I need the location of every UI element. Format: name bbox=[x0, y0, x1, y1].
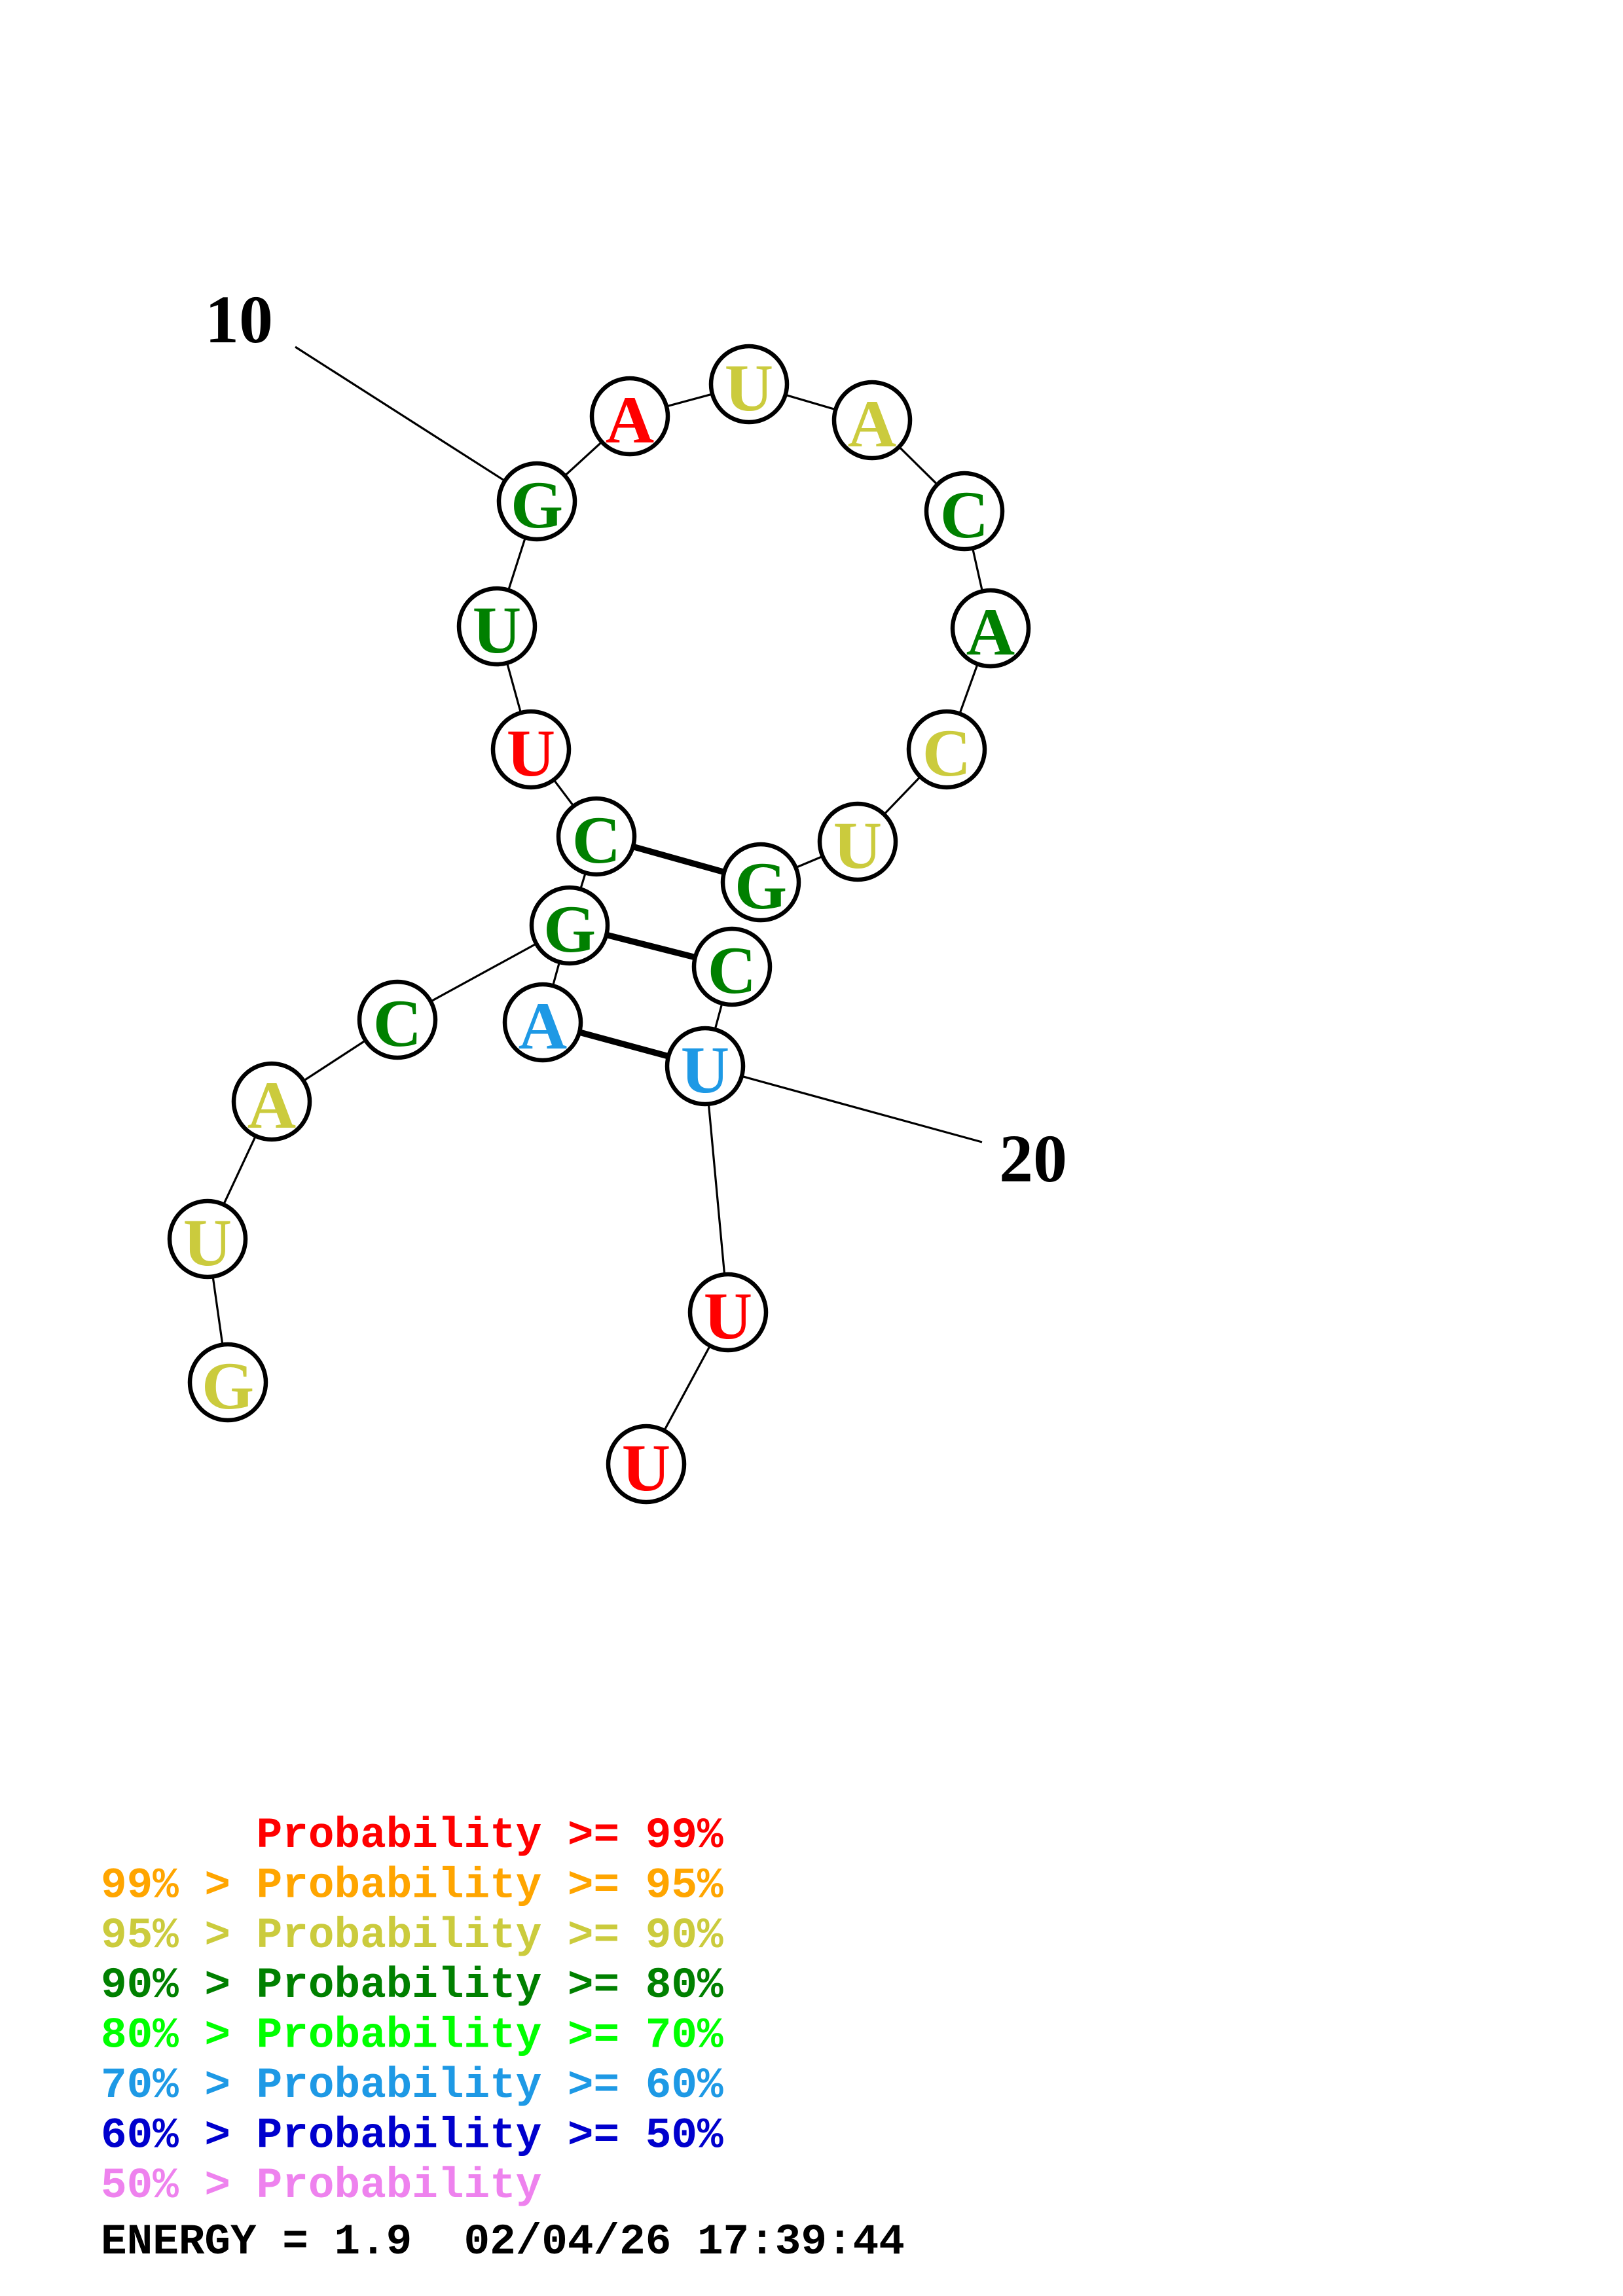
svg-text:A: A bbox=[247, 1068, 296, 1143]
svg-text:95% > Probability >= 90%: 95% > Probability >= 90% bbox=[101, 1911, 723, 1960]
svg-text:A: A bbox=[519, 989, 567, 1064]
svg-text:ENERGY = 1.9 02/04/26 17:39:4: ENERGY = 1.9 02/04/26 17:39:44 bbox=[101, 2217, 905, 2267]
svg-text:C: C bbox=[572, 803, 621, 878]
svg-text:A: A bbox=[848, 387, 896, 461]
svg-text:U: U bbox=[725, 351, 773, 425]
svg-text:C: C bbox=[940, 478, 989, 552]
svg-text:20: 20 bbox=[999, 1121, 1067, 1196]
svg-text:60% > Probability >= 50%: 60% > Probability >= 50% bbox=[101, 2111, 723, 2160]
svg-text:G: G bbox=[511, 468, 563, 543]
svg-text:Probability >= 99%: Probability >= 99% bbox=[101, 1811, 723, 1860]
svg-text:U: U bbox=[622, 1431, 670, 1505]
svg-text:C: C bbox=[708, 933, 756, 1008]
svg-text:70% > Probability >= 60%: 70% > Probability >= 60% bbox=[101, 2061, 723, 2110]
svg-text:U: U bbox=[833, 808, 882, 883]
svg-text:U: U bbox=[681, 1033, 729, 1107]
svg-text:90% > Probability >= 80%: 90% > Probability >= 80% bbox=[101, 1961, 723, 2010]
svg-text:10: 10 bbox=[205, 282, 273, 357]
svg-text:U: U bbox=[473, 593, 521, 668]
svg-text:50% > Probability: 50% > Probability bbox=[101, 2161, 541, 2210]
svg-text:U: U bbox=[507, 716, 555, 791]
svg-text:G: G bbox=[202, 1349, 254, 1424]
svg-text:A: A bbox=[966, 595, 1015, 670]
svg-text:U: U bbox=[704, 1279, 752, 1354]
svg-text:A: A bbox=[606, 383, 654, 457]
svg-text:80% > Probability >= 70%: 80% > Probability >= 70% bbox=[101, 2011, 723, 2060]
svg-text:U: U bbox=[183, 1206, 232, 1280]
svg-text:C: C bbox=[373, 986, 422, 1061]
svg-text:99% > Probability >= 95%: 99% > Probability >= 95% bbox=[101, 1861, 723, 1910]
svg-text:G: G bbox=[735, 849, 787, 924]
svg-text:G: G bbox=[543, 892, 596, 967]
svg-text:C: C bbox=[922, 716, 971, 791]
